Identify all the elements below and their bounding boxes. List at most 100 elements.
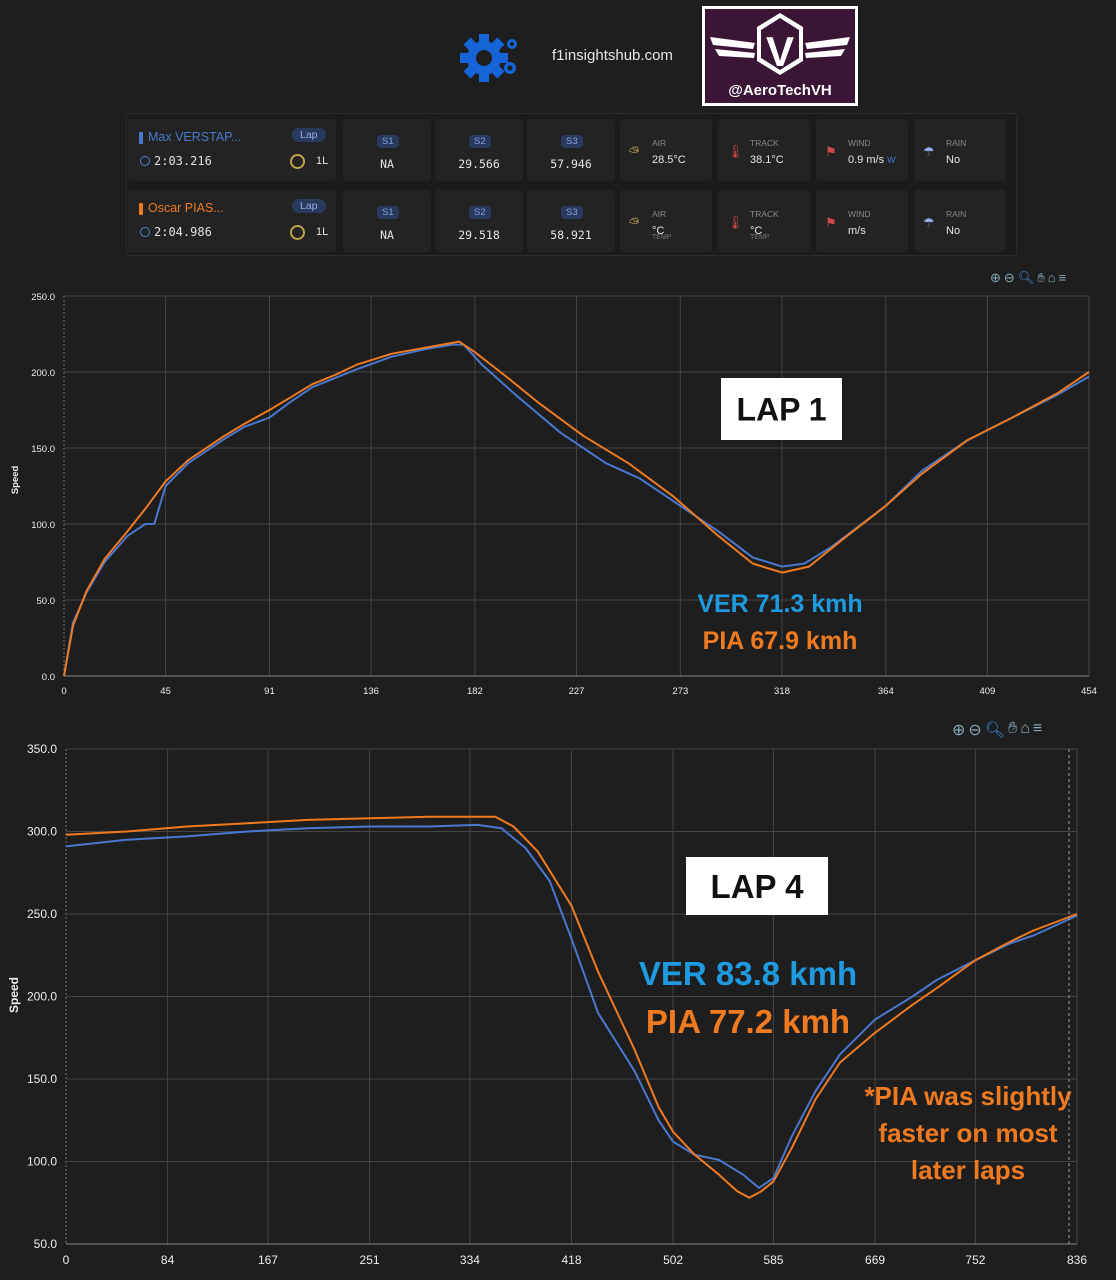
sector-time: NA	[380, 228, 394, 242]
weather-cell: ⛅︎ AIR 28.5°C	[620, 119, 712, 181]
zoom-in-icon[interactable]: ⊕	[990, 270, 1001, 285]
pia-speed-line	[65, 815, 1078, 1199]
zoom-out-icon[interactable]: ⊖	[968, 722, 982, 739]
pia-note-line: *PIA was slightly	[864, 1081, 1072, 1111]
chart2-toolbar: ⊕ ⊖ 🔍︎ ✋︎ ⌂ ≡	[952, 720, 1042, 740]
windsock-icon: ⚑	[825, 144, 837, 159]
ver-min-speed-label: VER 71.3 kmh	[697, 590, 862, 618]
x-tick-label: 0	[61, 686, 66, 697]
logo-handle: @AeroTechVH	[728, 82, 832, 99]
weather-label: AIR	[652, 138, 667, 148]
lap4-speed-chart: 0 84 167 251 334 418 502 585 669 752 836 50.0 100.0 1…	[7, 742, 1087, 1267]
x-tick-label: 836	[1067, 1253, 1087, 1267]
y-tick-label: 300.0	[27, 825, 57, 839]
y-tick-label: 250.0	[27, 907, 57, 921]
x-tick-label: 585	[763, 1253, 783, 1267]
lap-time: 2:03.216	[140, 154, 212, 168]
lap-badge[interactable]: Lap	[292, 128, 326, 142]
weather-value: No	[946, 225, 961, 237]
rain-cloud-icon: ☂︎	[923, 215, 935, 230]
y-tick-label: 100.0	[27, 1155, 57, 1169]
weather-value: m/s	[848, 225, 866, 237]
wind-direction: W	[887, 155, 896, 165]
x-tick-label: 0	[63, 1253, 70, 1267]
weather-cell: 🌡︎ TRACK 38.1°C	[718, 119, 810, 181]
sector-cell: S2 29.566	[435, 119, 523, 181]
weather-cell: ☂︎ RAIN No	[914, 190, 1006, 252]
magnifier-icon[interactable]: 🔍︎	[984, 722, 1006, 739]
x-tick-label: 418	[561, 1253, 581, 1267]
x-tick-label: 273	[672, 686, 688, 697]
x-tick-label: 502	[663, 1253, 683, 1267]
sector-time: 29.518	[458, 228, 500, 242]
weather-cell: ⚑ WIND m/s	[816, 190, 908, 252]
menu-icon[interactable]: ≡	[1058, 270, 1067, 285]
magnifier-icon[interactable]: 🔍︎	[1017, 270, 1035, 285]
pia-min-speed-label: PIA 77.2 kmh	[646, 1003, 850, 1040]
y-axis-label: Speed	[10, 466, 21, 495]
chart1-toolbar: ⊕ ⊖ 🔍︎ ✋︎ ⌂ ≡	[990, 270, 1066, 286]
home-icon[interactable]: ⌂	[1047, 270, 1056, 285]
weather-label: TRACK	[750, 209, 779, 219]
weather-cell: 🌡︎ TRACK °C TEMP	[718, 190, 810, 252]
rain-cloud-icon: ☂︎	[923, 144, 935, 159]
lap-time: 2:04.986	[140, 225, 212, 239]
y-tick-label: 150.0	[31, 444, 55, 455]
menu-icon[interactable]: ≡	[1032, 720, 1043, 737]
y-tick-label: 200.0	[31, 368, 55, 379]
y-tick-label: 250.0	[31, 292, 55, 303]
x-tick-label: 409	[979, 686, 995, 697]
y-tick-label: 0.0	[42, 672, 55, 683]
x-tick-label: 669	[865, 1253, 885, 1267]
clock-icon	[140, 227, 150, 237]
sector-label: S1	[377, 135, 399, 148]
y-axis-label: Speed	[7, 977, 21, 1013]
x-tick-label: 84	[161, 1253, 175, 1267]
weather-cell: ⚑ WIND 0.9 m/s W	[816, 119, 908, 181]
x-tick-label: 454	[1081, 686, 1097, 697]
windsock-icon: ⚑	[825, 215, 837, 230]
sector-cell: S3 57.946	[527, 119, 615, 181]
site-url: f1insightshub.com	[552, 47, 673, 64]
pia-note-line: faster on most	[878, 1118, 1057, 1148]
weather-sublabel: TEMP	[652, 234, 672, 241]
sector-cell: S3 58.921	[527, 190, 615, 252]
pia-min-speed-label: PIA 67.9 kmh	[703, 627, 858, 655]
pan-hand-icon[interactable]: ✋︎	[1008, 720, 1018, 737]
zoom-in-icon[interactable]: ⊕	[952, 722, 966, 739]
x-tick-label: 136	[363, 686, 379, 697]
ver-speed-line	[63, 343, 1090, 677]
x-tick-label: 227	[569, 686, 585, 697]
weather-label: WIND	[848, 209, 871, 219]
lap-annotation-box	[686, 857, 828, 915]
home-icon[interactable]: ⌂	[1020, 720, 1030, 737]
lap-annotation: LAP 1	[736, 392, 826, 428]
y-tick-label: 50.0	[37, 596, 56, 607]
weather-value: °C	[652, 225, 665, 237]
lap-count: 1L	[316, 155, 329, 167]
x-tick-label: 334	[460, 1253, 480, 1267]
driver-row: Max VERSTAP... 2:03.216 Lap 1L S1 NA S2 …	[128, 117, 1012, 183]
weather-value: 28.5°C	[652, 154, 686, 166]
sun-cloud-icon: ⛅︎	[629, 215, 640, 230]
sector-label: S1	[377, 206, 399, 219]
weather-cell: ☂︎ RAIN No	[914, 119, 1006, 181]
sector-cell: S1 NA	[343, 119, 431, 181]
clock-icon	[140, 156, 150, 166]
lap-badge[interactable]: Lap	[292, 199, 326, 213]
y-tick-label: 350.0	[27, 742, 57, 756]
zoom-out-icon[interactable]: ⊖	[1003, 270, 1015, 285]
gears-logo-icon	[458, 28, 522, 86]
weather-label: AIR	[652, 209, 667, 219]
y-tick-label: 50.0	[34, 1237, 58, 1251]
weather-sublabel: TEMP	[750, 234, 770, 241]
x-tick-label: 167	[258, 1253, 278, 1267]
x-tick-label: 251	[360, 1253, 380, 1267]
driver-name: Oscar PIAS...	[148, 201, 224, 215]
tyre-icon	[290, 225, 305, 240]
lap1-speed-chart: 0 45 91 136 182 227 273 318 364 409 454 0.0 50.0 100.…	[10, 292, 1097, 697]
aerotech-logo: V @AeroTechVH	[702, 6, 858, 106]
pan-hand-icon[interactable]: ✋︎	[1037, 270, 1045, 285]
ver-speed-line	[65, 823, 1078, 1189]
driver-name: Max VERSTAP...	[148, 130, 242, 144]
